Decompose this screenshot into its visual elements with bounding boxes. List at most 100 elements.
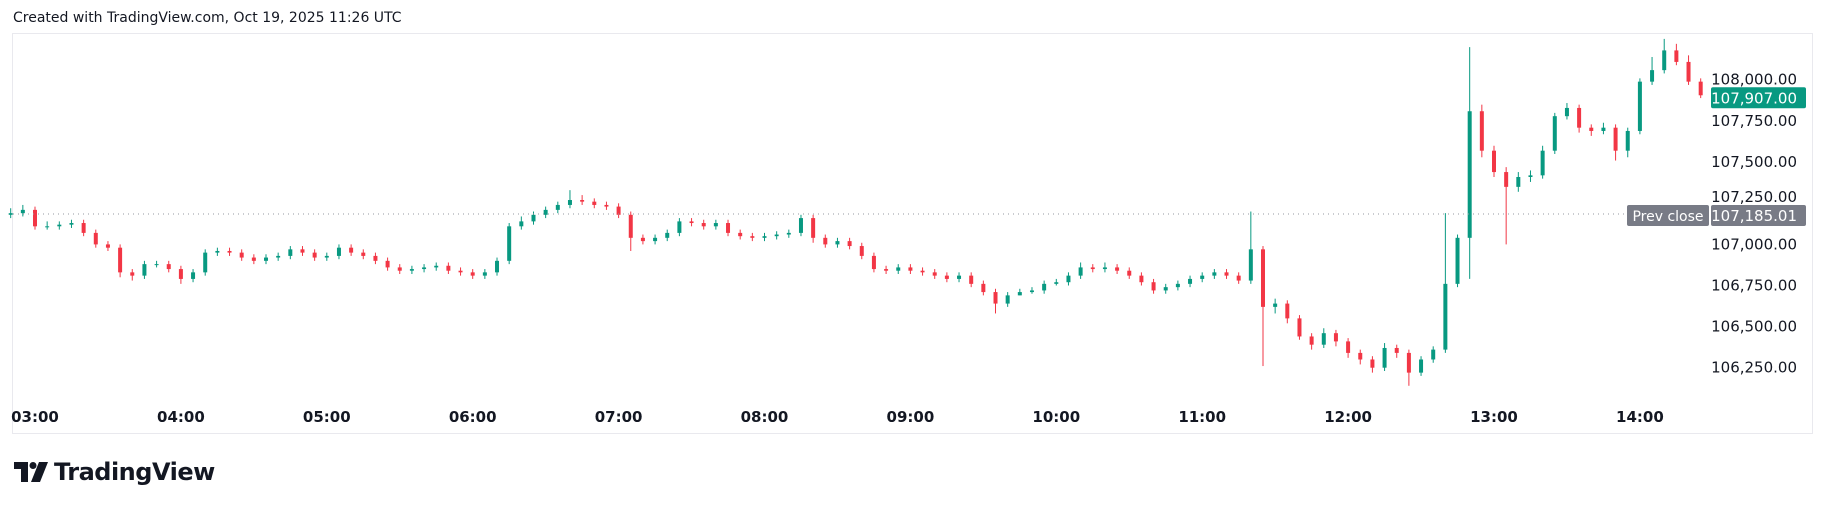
candle bbox=[118, 244, 123, 278]
candle-body bbox=[1029, 290, 1034, 293]
candle bbox=[8, 208, 13, 219]
candle bbox=[324, 252, 329, 261]
candle-body bbox=[1297, 318, 1302, 337]
candle bbox=[604, 201, 609, 210]
price-tick-label: 106,250.00 bbox=[1711, 359, 1797, 377]
candle-body bbox=[422, 267, 427, 270]
candle-body bbox=[1163, 287, 1168, 291]
candle bbox=[1504, 167, 1509, 245]
candle bbox=[1236, 272, 1241, 284]
candle-body bbox=[1637, 81, 1642, 131]
candle bbox=[1200, 272, 1205, 283]
candle-body bbox=[1102, 267, 1107, 270]
candle bbox=[81, 219, 86, 237]
candle bbox=[847, 237, 852, 250]
candle-body bbox=[495, 260, 500, 273]
candle bbox=[774, 231, 779, 240]
time-tick-label: 10:00 bbox=[1032, 408, 1080, 426]
candle-body bbox=[896, 267, 901, 271]
candle bbox=[312, 249, 317, 261]
candle bbox=[336, 244, 341, 260]
candle-body bbox=[1577, 107, 1582, 128]
candle-body bbox=[750, 236, 755, 238]
candle bbox=[859, 242, 864, 260]
candle-body bbox=[1346, 341, 1351, 353]
candle-body bbox=[458, 270, 463, 273]
candle bbox=[1431, 346, 1436, 363]
candles bbox=[8, 38, 1703, 386]
candle-body bbox=[1528, 175, 1533, 177]
candle-body bbox=[105, 244, 110, 248]
candle-body bbox=[130, 272, 135, 276]
candle-body bbox=[592, 201, 597, 205]
candle bbox=[1139, 272, 1144, 286]
candle-body bbox=[1613, 127, 1618, 151]
candle-body bbox=[397, 267, 402, 271]
candle-body bbox=[1236, 275, 1241, 281]
candle-body bbox=[884, 269, 889, 271]
candle bbox=[981, 280, 986, 296]
candle-body bbox=[969, 275, 974, 284]
candle-body bbox=[276, 255, 281, 258]
tradingview-logo[interactable]: TradingView bbox=[14, 458, 215, 486]
price-badges: Prev close 107,185.01 107,907.00 bbox=[1627, 87, 1806, 226]
candle bbox=[1625, 127, 1630, 158]
candle-body bbox=[251, 257, 256, 261]
candle bbox=[1188, 275, 1193, 288]
candle bbox=[616, 203, 621, 219]
candle-body bbox=[1431, 349, 1436, 360]
price-tick-label: 106,500.00 bbox=[1711, 318, 1797, 336]
last-price-value: 107,907.00 bbox=[1711, 89, 1797, 107]
candle bbox=[628, 211, 633, 251]
candle bbox=[798, 214, 803, 237]
candle bbox=[397, 264, 402, 274]
candle-body bbox=[1273, 303, 1278, 307]
candle-body bbox=[1394, 347, 1399, 353]
candle-body bbox=[300, 249, 305, 253]
candle-body bbox=[1321, 333, 1326, 345]
candle bbox=[1358, 349, 1363, 365]
candle-body bbox=[1078, 267, 1083, 276]
candle bbox=[689, 218, 694, 227]
candle-body bbox=[1151, 282, 1156, 291]
candle bbox=[1175, 280, 1180, 291]
time-tick-label: 05:00 bbox=[303, 408, 351, 426]
candle bbox=[57, 221, 62, 230]
candle bbox=[203, 249, 208, 276]
candle-body bbox=[239, 252, 244, 258]
candle-body bbox=[1017, 292, 1022, 296]
candle bbox=[1686, 55, 1691, 85]
candle-body bbox=[1200, 275, 1205, 279]
candle bbox=[130, 269, 135, 281]
candle-body bbox=[1698, 81, 1703, 96]
candle-body bbox=[1479, 111, 1484, 151]
candle bbox=[932, 269, 937, 279]
candle-body bbox=[859, 246, 864, 256]
candle-body bbox=[653, 237, 658, 242]
candle bbox=[1637, 78, 1642, 135]
candle-body bbox=[774, 234, 779, 237]
price-tick-label: 107,250.00 bbox=[1711, 188, 1797, 206]
price-tick-label: 107,000.00 bbox=[1711, 235, 1797, 253]
candle bbox=[1589, 124, 1594, 136]
candle-body bbox=[713, 223, 718, 227]
candle bbox=[1662, 38, 1667, 74]
candle-body bbox=[1054, 282, 1059, 284]
candle-body bbox=[1066, 275, 1071, 283]
candle bbox=[1163, 283, 1168, 294]
candle bbox=[1078, 262, 1083, 279]
candle-body bbox=[191, 272, 196, 279]
candle-body bbox=[1492, 150, 1496, 173]
candle bbox=[300, 246, 305, 256]
candle-body bbox=[798, 218, 803, 233]
candle bbox=[884, 265, 889, 274]
candle-body bbox=[1090, 267, 1095, 270]
time-tick-label: 08:00 bbox=[741, 408, 789, 426]
candle bbox=[1333, 329, 1338, 347]
candle-body bbox=[835, 241, 840, 245]
candle-body bbox=[166, 264, 171, 270]
candle-body bbox=[1260, 249, 1265, 307]
candle bbox=[1406, 349, 1411, 386]
candle bbox=[1260, 246, 1265, 367]
